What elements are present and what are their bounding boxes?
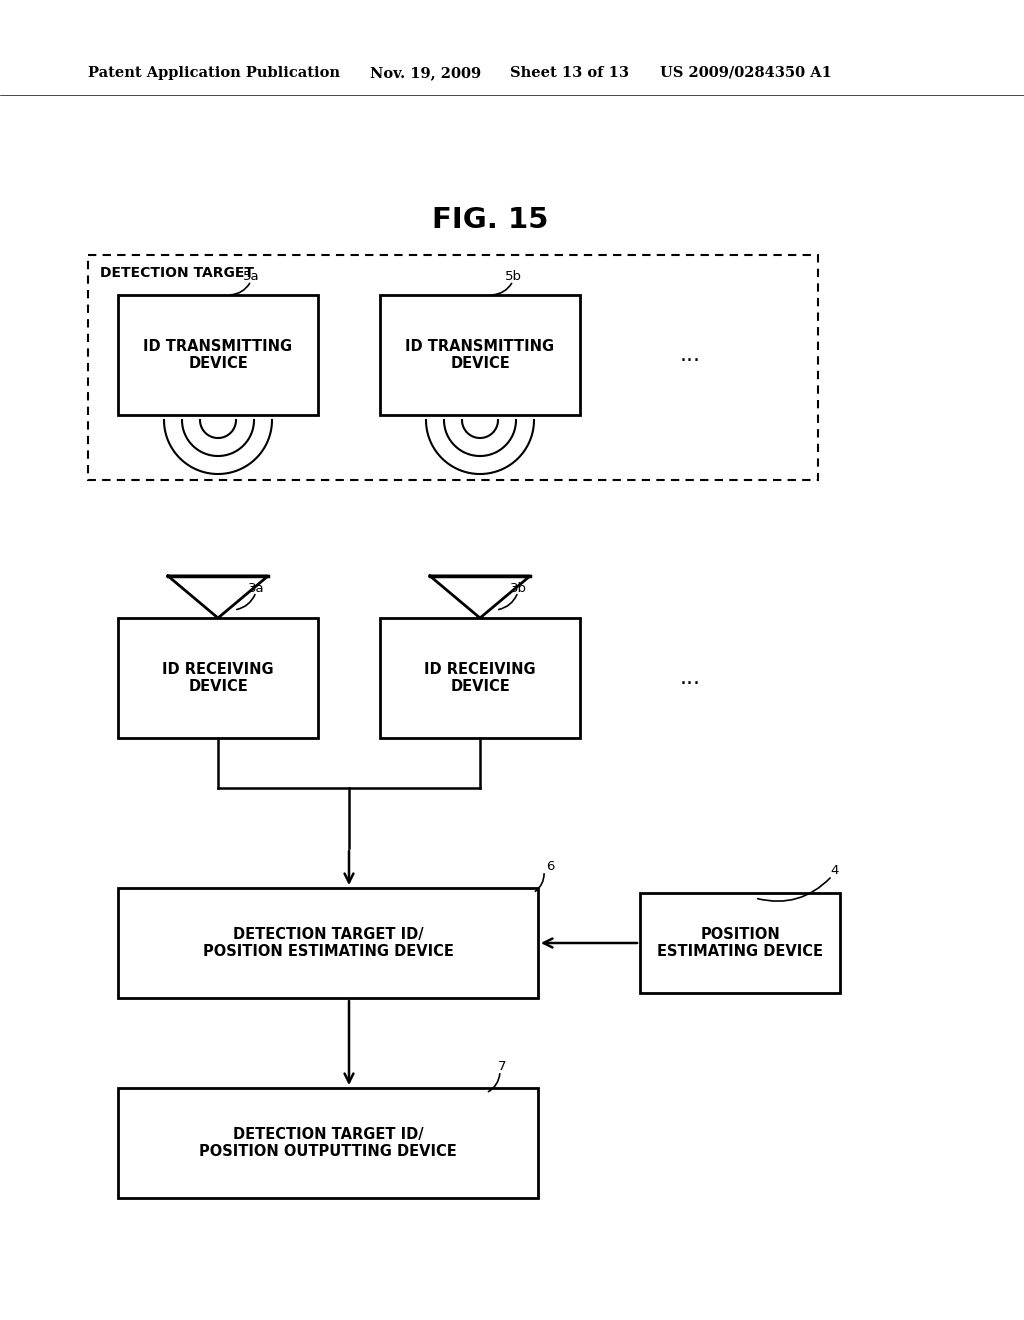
Text: ID RECEIVING
DEVICE: ID RECEIVING DEVICE <box>424 661 536 694</box>
Text: DETECTION TARGET ID/
POSITION OUTPUTTING DEVICE: DETECTION TARGET ID/ POSITION OUTPUTTING… <box>199 1127 457 1159</box>
Text: 7: 7 <box>498 1060 507 1072</box>
Text: ID TRANSMITTING
DEVICE: ID TRANSMITTING DEVICE <box>143 339 293 371</box>
Text: Patent Application Publication: Patent Application Publication <box>88 66 340 81</box>
Text: DETECTION TARGET: DETECTION TARGET <box>100 267 254 280</box>
Text: ID RECEIVING
DEVICE: ID RECEIVING DEVICE <box>162 661 273 694</box>
Bar <box>380 294 580 414</box>
Text: FIG. 15: FIG. 15 <box>432 206 548 234</box>
Bar <box>118 888 538 998</box>
Text: ...: ... <box>680 345 701 366</box>
Text: 6: 6 <box>546 859 554 873</box>
Bar <box>640 894 840 993</box>
Bar <box>118 294 318 414</box>
Text: 3a: 3a <box>248 582 264 594</box>
Text: US 2009/0284350 A1: US 2009/0284350 A1 <box>660 66 831 81</box>
Text: DETECTION TARGET ID/
POSITION ESTIMATING DEVICE: DETECTION TARGET ID/ POSITION ESTIMATING… <box>203 927 454 960</box>
Text: 4: 4 <box>830 865 839 878</box>
Bar <box>118 1088 538 1199</box>
Text: Sheet 13 of 13: Sheet 13 of 13 <box>510 66 629 81</box>
Bar <box>380 618 580 738</box>
Text: ID TRANSMITTING
DEVICE: ID TRANSMITTING DEVICE <box>406 339 555 371</box>
Text: POSITION
ESTIMATING DEVICE: POSITION ESTIMATING DEVICE <box>657 927 823 960</box>
Text: 5b: 5b <box>505 271 522 284</box>
Text: Nov. 19, 2009: Nov. 19, 2009 <box>370 66 481 81</box>
Bar <box>118 618 318 738</box>
Bar <box>88 255 818 480</box>
Text: 3b: 3b <box>510 582 527 594</box>
Text: 5a: 5a <box>243 271 260 284</box>
Text: ...: ... <box>680 668 701 688</box>
